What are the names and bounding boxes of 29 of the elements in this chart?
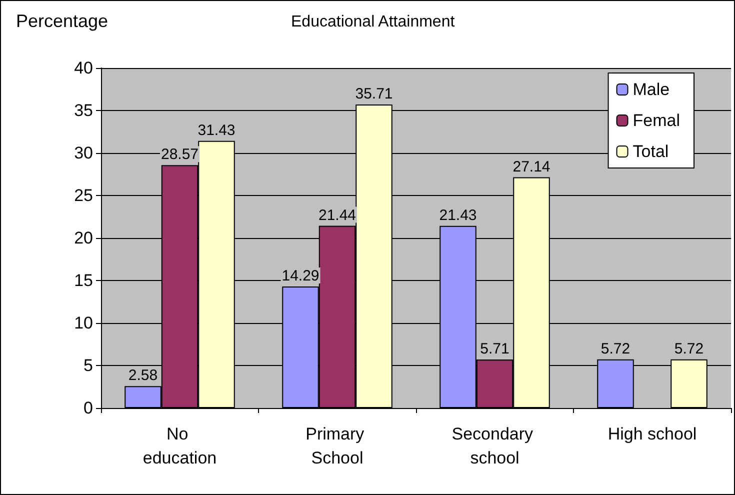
y-tick-label: 15 bbox=[74, 271, 93, 290]
data-label: 21.44 bbox=[318, 206, 356, 224]
y-tick-label: 10 bbox=[74, 314, 93, 332]
data-label: 14.29 bbox=[282, 268, 320, 285]
x-tick-label: High school bbox=[608, 424, 697, 444]
x-tick-label: No education bbox=[142, 424, 217, 468]
legend-label: Femal bbox=[632, 111, 680, 130]
data-label: 5.71 bbox=[480, 340, 510, 358]
data-label: 28.57 bbox=[160, 146, 199, 164]
y-axis-title: Percentage bbox=[16, 11, 108, 31]
y-tick-label: 20 bbox=[74, 228, 93, 248]
data-label: 27.14 bbox=[512, 158, 550, 176]
y-tick-label: 5 bbox=[84, 356, 93, 375]
data-label: 35.71 bbox=[355, 85, 393, 102]
data-label: 5.72 bbox=[674, 340, 704, 358]
data-label: 5.72 bbox=[600, 340, 630, 358]
chart-title: Educational Attainment bbox=[291, 14, 456, 30]
data-label: 31.43 bbox=[198, 122, 236, 139]
y-tick-label: 30 bbox=[74, 144, 93, 162]
data-label: 2.58 bbox=[128, 367, 158, 384]
data-label: 21.43 bbox=[439, 206, 477, 224]
x-tick-label: Secondary school bbox=[452, 424, 538, 468]
x-tick-label: Primary School bbox=[306, 424, 369, 468]
legend-label: Total bbox=[632, 142, 669, 161]
legend-label: Male bbox=[632, 80, 670, 99]
y-tick-label: 40 bbox=[74, 58, 93, 78]
y-tick-label: 25 bbox=[74, 186, 93, 205]
y-tick-label: 35 bbox=[74, 101, 93, 120]
y-tick-label: 0 bbox=[84, 398, 93, 418]
